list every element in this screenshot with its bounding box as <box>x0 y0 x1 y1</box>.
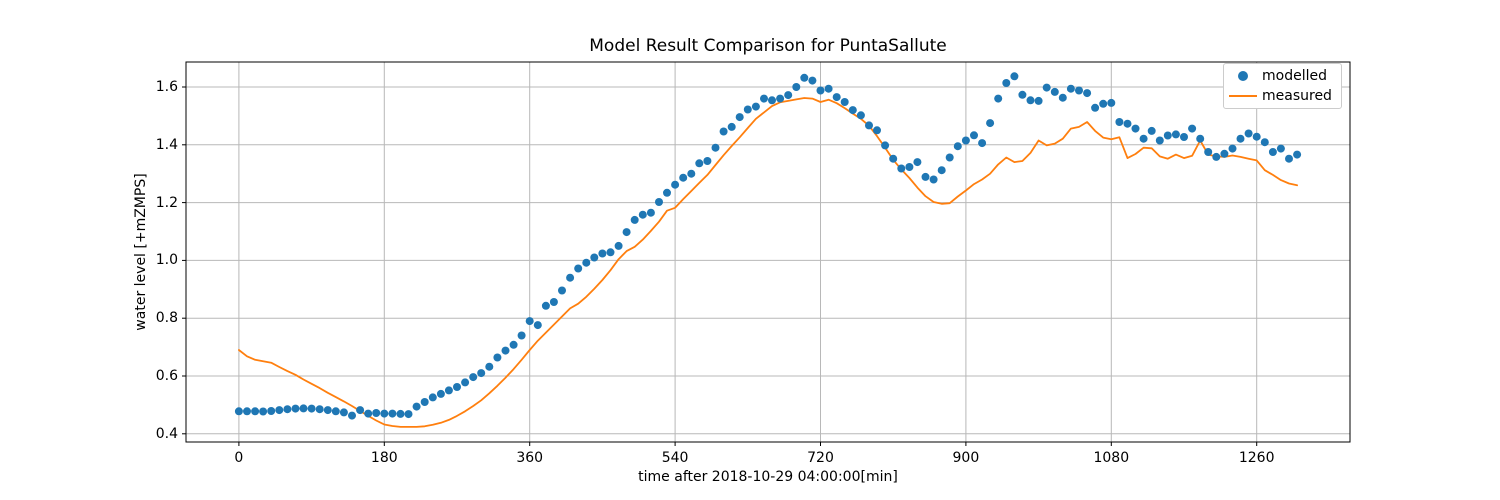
legend-entry-measured: measured <box>1224 87 1341 105</box>
x-tick-label: 180 <box>370 450 398 466</box>
x-tick-label: 540 <box>661 450 689 466</box>
legend-label-measured: measured <box>1262 87 1332 104</box>
x-tick-label: 720 <box>807 450 834 466</box>
y-tick-label: 1.0 <box>155 252 178 269</box>
tick-marks <box>182 86 1258 446</box>
x-tick-label: 1260 <box>1238 450 1275 466</box>
measured-line-icon <box>1229 94 1257 97</box>
y-tick-label: 1.2 <box>155 194 178 211</box>
legend-entry-modelled: modelled <box>1224 67 1341 85</box>
y-tick-label: 1.4 <box>155 136 178 153</box>
legend-swatch-box <box>1224 94 1262 97</box>
x-axis-label: time after 2018-10-29 04:00:00[min] <box>638 469 898 485</box>
x-tick-label: 1080 <box>1093 450 1130 466</box>
legend: modelled measured <box>1223 63 1342 109</box>
y-tick-label: 1.6 <box>155 79 178 95</box>
chart-title: Model Result Comparison for PuntaSallute <box>589 36 947 56</box>
plot-spines <box>185 61 1351 443</box>
x-tick-label: 0 <box>234 450 244 466</box>
modelled-marker-icon <box>1238 71 1248 82</box>
gridlines <box>186 62 1350 442</box>
y-tick-label: 0.8 <box>155 310 178 327</box>
x-tick-label: 900 <box>952 450 980 466</box>
legend-swatch-box <box>1224 71 1262 82</box>
legend-label-modelled: modelled <box>1262 68 1327 85</box>
x-tick-label: 360 <box>516 450 544 466</box>
measured-line <box>237 97 1298 428</box>
y-tick-label: 0.4 <box>155 425 178 442</box>
y-tick-label: 0.6 <box>155 368 178 384</box>
modelled-points <box>234 72 1302 420</box>
